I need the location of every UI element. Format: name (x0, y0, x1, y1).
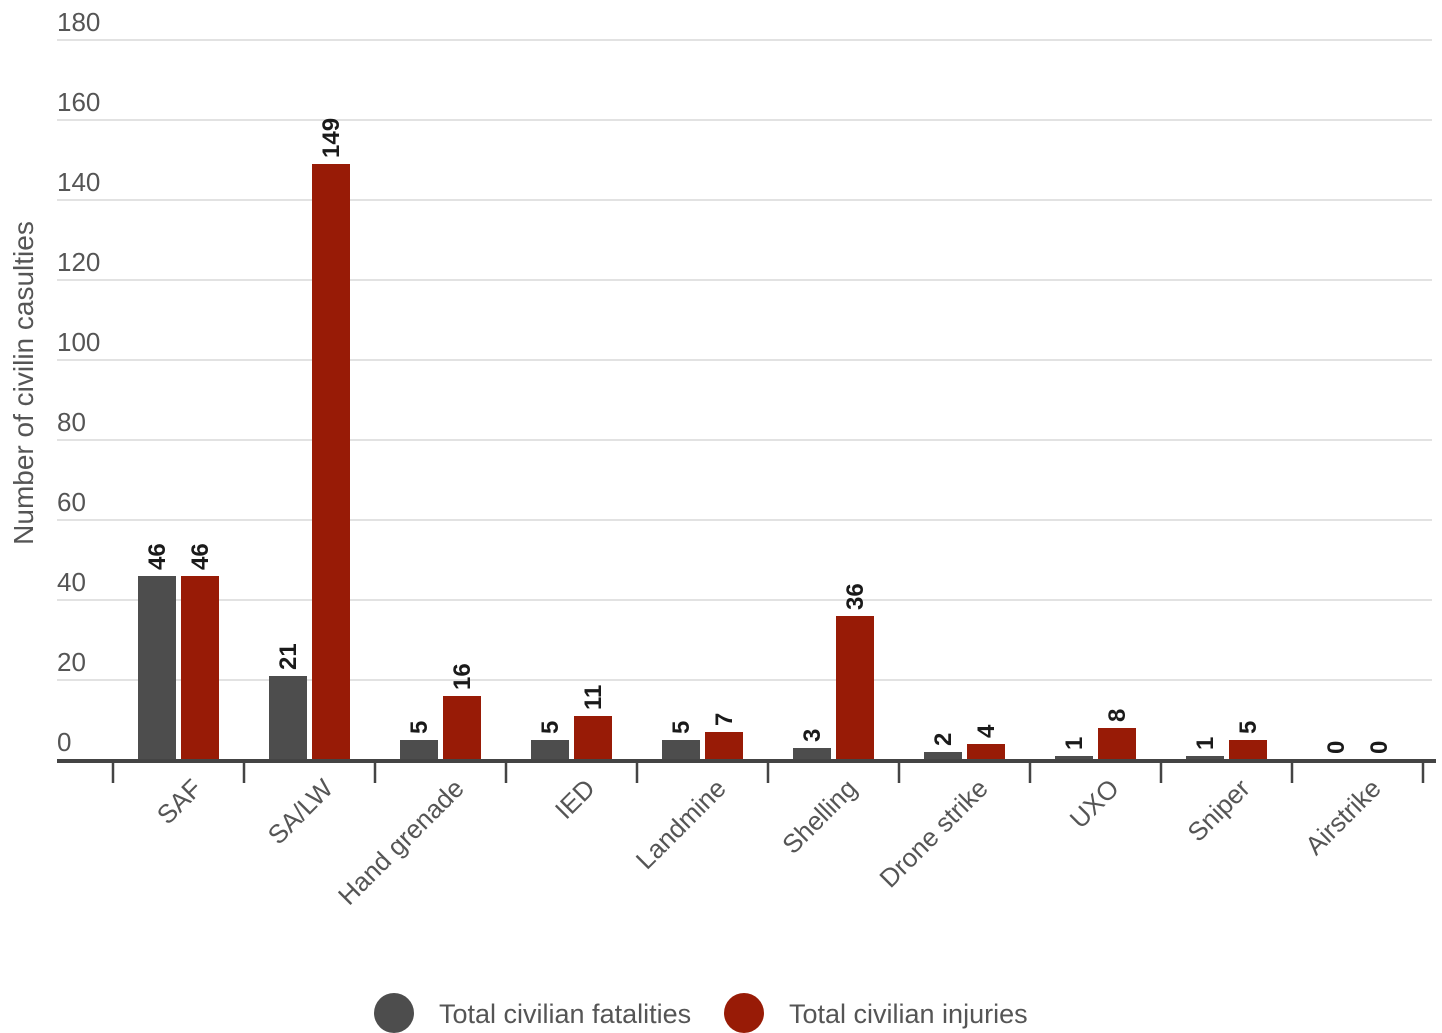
data-label-injuries: 36 (842, 583, 869, 610)
y-axis-title: Number of civilin casulties (8, 221, 39, 545)
bar-fatalities (662, 740, 700, 760)
legend-swatch-injuries (724, 993, 764, 1033)
data-label-fatalities: 2 (930, 733, 957, 746)
x-category-label: SA/LW (262, 773, 339, 850)
data-label-injuries: 5 (1235, 721, 1262, 734)
bar-fatalities (400, 740, 438, 760)
legend-label-injuries: Total civilian injuries (789, 999, 1028, 1029)
data-label-injuries: 4 (973, 724, 1000, 738)
data-label-fatalities: 0 (1323, 741, 1350, 754)
x-axis-ticks (111, 761, 1425, 783)
y-tick-label: 40 (57, 567, 86, 597)
y-axis-tick-labels: 0 20 40 60 80 100 120 140 160 180 (57, 7, 100, 757)
y-tick-label: 100 (57, 327, 100, 357)
data-label-fatalities: 21 (275, 643, 302, 670)
data-label-injuries: 11 (580, 685, 607, 710)
data-label-injuries: 0 (1366, 741, 1393, 754)
data-label-injuries: 8 (1104, 709, 1131, 722)
y-tick-label: 80 (57, 407, 86, 437)
bar-fatalities (269, 676, 307, 760)
bar-fatalities (138, 576, 176, 760)
data-label-fatalities: 5 (537, 721, 564, 734)
data-label-fatalities: 5 (668, 721, 695, 734)
y-tick-label: 120 (57, 247, 100, 277)
y-tick-label: 0 (57, 727, 71, 757)
x-category-label: IED (549, 773, 601, 825)
bar-fatalities (793, 748, 831, 760)
data-label-fatalities: 3 (799, 729, 826, 742)
bar-injuries (1098, 728, 1136, 760)
x-category-label: Hand grenade (332, 773, 470, 911)
bar-injuries (181, 576, 219, 760)
gridlines (57, 39, 1432, 681)
bar-fatalities (1055, 756, 1093, 760)
legend-item-injuries[interactable]: Total civilian injuries (724, 993, 1028, 1033)
bar-fatalities (531, 740, 569, 760)
data-label-injuries: 7 (711, 713, 738, 726)
bar-injuries (705, 732, 743, 760)
bars (138, 164, 1267, 760)
legend-item-fatalities[interactable]: Total civilian fatalities (374, 993, 691, 1033)
y-tick-label: 180 (57, 7, 100, 37)
x-category-label: Airstrike (1299, 773, 1387, 861)
x-category-label: Drone strike (873, 773, 993, 893)
bar-fatalities (1186, 756, 1224, 760)
x-category-label: Landmine (630, 773, 732, 875)
bar-injuries (443, 696, 481, 760)
bar-injuries (574, 716, 612, 760)
y-tick-label: 20 (57, 647, 86, 677)
bar-injuries (312, 164, 350, 760)
data-label-injuries: 149 (318, 118, 345, 158)
x-category-label: UXO (1064, 773, 1125, 834)
legend: Total civilian fatalities Total civilian… (374, 993, 1028, 1033)
x-category-label: SAF (151, 773, 208, 830)
data-label-fatalities: 1 (1061, 737, 1088, 750)
bar-injuries (967, 744, 1005, 760)
data-label-fatalities: 5 (406, 721, 433, 734)
bar-injuries (1229, 740, 1267, 760)
bar-fatalities (924, 752, 962, 760)
x-category-label: Sniper (1181, 773, 1256, 848)
legend-label-fatalities: Total civilian fatalities (439, 999, 691, 1029)
data-label-fatalities: 1 (1192, 737, 1219, 750)
y-tick-label: 140 (57, 167, 100, 197)
data-label-injuries: 16 (449, 663, 476, 690)
legend-swatch-fatalities (374, 993, 414, 1033)
data-label-injuries: 46 (187, 543, 214, 570)
y-tick-label: 160 (57, 87, 100, 117)
x-category-label: Shelling (776, 773, 863, 860)
y-tick-label: 60 (57, 487, 86, 517)
data-label-fatalities: 46 (144, 543, 171, 570)
bar-injuries (836, 616, 874, 760)
